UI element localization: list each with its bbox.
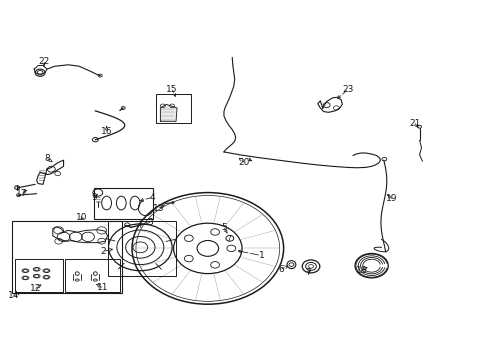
Text: 5: 5 [221,223,226,232]
Text: 11: 11 [97,284,108,292]
Text: 23: 23 [342,85,353,94]
Text: 9: 9 [91,193,97,202]
Text: 19: 19 [386,194,397,203]
Text: 7: 7 [305,268,310,277]
Bar [107,221,176,276]
Bar [65,259,120,292]
Text: 10: 10 [76,213,88,222]
Text: 6: 6 [278,265,284,274]
Text: 1: 1 [258,251,264,260]
Text: 8: 8 [44,154,50,163]
Text: 18: 18 [355,266,367,275]
Text: 12: 12 [29,284,41,293]
Text: 13: 13 [153,204,164,212]
Bar [12,221,122,293]
Bar [155,94,190,123]
Text: 3: 3 [147,217,153,227]
Text: 20: 20 [238,158,250,167]
Text: 14: 14 [8,292,20,300]
Bar [15,259,62,292]
Bar [94,188,153,219]
Text: 15: 15 [166,85,178,94]
Text: 17: 17 [16,189,28,198]
Text: 21: 21 [408,119,420,128]
Text: 22: 22 [38,58,50,67]
Text: 4: 4 [149,193,155,202]
Polygon shape [160,104,177,121]
Text: 16: 16 [101,127,112,136]
Text: 2: 2 [101,247,106,256]
